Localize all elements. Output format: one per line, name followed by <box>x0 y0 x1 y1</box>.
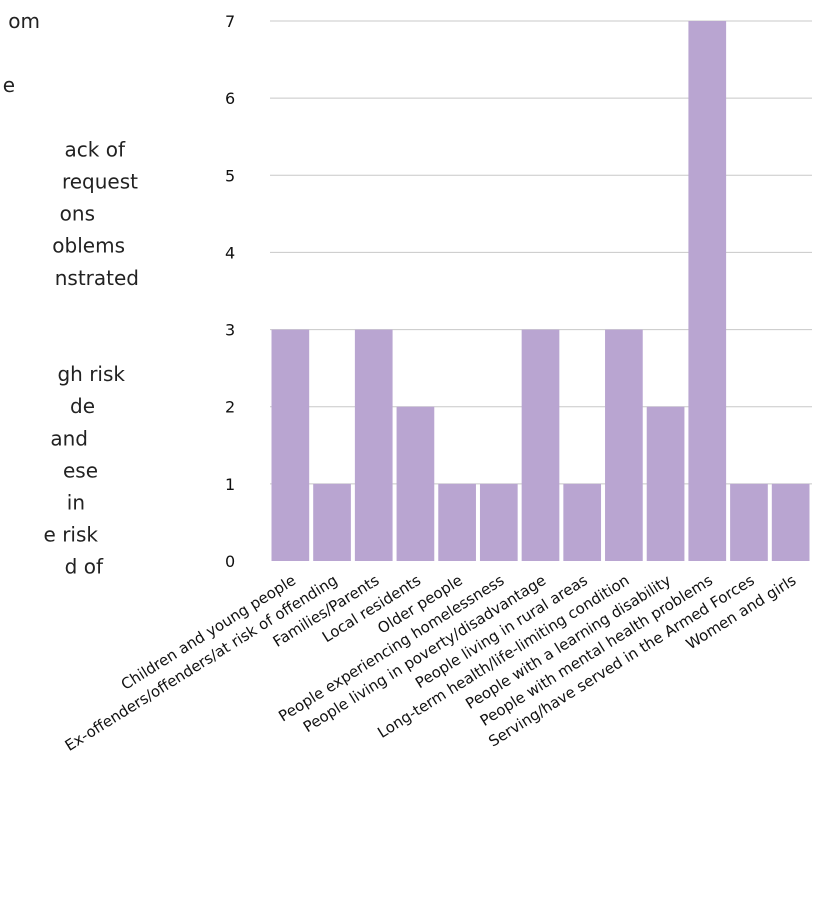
y-tick-label: 2 <box>225 398 235 417</box>
bar <box>730 483 768 561</box>
side-text-line: ons <box>60 202 95 226</box>
side-text-line: e <box>3 73 15 97</box>
side-text-line: request <box>62 170 138 194</box>
side-text-block: om e ack of request ons oblems nstrated gh risk… <box>3 9 139 579</box>
bar <box>313 483 351 561</box>
side-text-line: ack of <box>65 137 126 161</box>
bar <box>271 329 310 561</box>
side-text-line: ese <box>63 458 98 482</box>
bar <box>646 406 685 561</box>
side-text-line: d of <box>65 555 104 579</box>
side-text-line: nstrated <box>55 266 139 290</box>
bar <box>479 483 518 561</box>
y-axis-ticks: 0 1 2 3 4 5 6 7 <box>225 12 235 571</box>
y-tick-label: 4 <box>225 243 235 262</box>
bar <box>771 483 810 561</box>
side-text-line: om <box>8 9 40 33</box>
bar <box>605 329 643 561</box>
bar <box>521 329 560 561</box>
y-tick-label: 0 <box>225 552 235 571</box>
bar <box>688 21 727 561</box>
side-text-line: in <box>67 491 85 515</box>
side-text-line: de <box>70 394 95 418</box>
bar <box>563 483 602 561</box>
bar <box>354 329 393 561</box>
y-tick-label: 1 <box>225 475 235 494</box>
bar <box>396 406 435 561</box>
y-tick-label: 3 <box>225 321 235 340</box>
bars <box>271 21 810 561</box>
y-tick-label: 5 <box>225 166 235 185</box>
side-text-line: e risk <box>44 523 99 547</box>
y-tick-label: 6 <box>225 89 235 108</box>
bar <box>438 483 476 561</box>
side-text-line: and <box>50 426 88 450</box>
side-text-line: gh risk <box>57 362 125 386</box>
x-category-label: Children and young people <box>118 571 299 694</box>
x-category-label: Ex-offenders/offenders/at risk of offend… <box>62 571 341 755</box>
y-tick-label: 7 <box>225 12 235 31</box>
side-text-line: oblems <box>52 234 125 258</box>
x-axis-labels: Children and young peopleEx-offenders/of… <box>62 571 800 755</box>
